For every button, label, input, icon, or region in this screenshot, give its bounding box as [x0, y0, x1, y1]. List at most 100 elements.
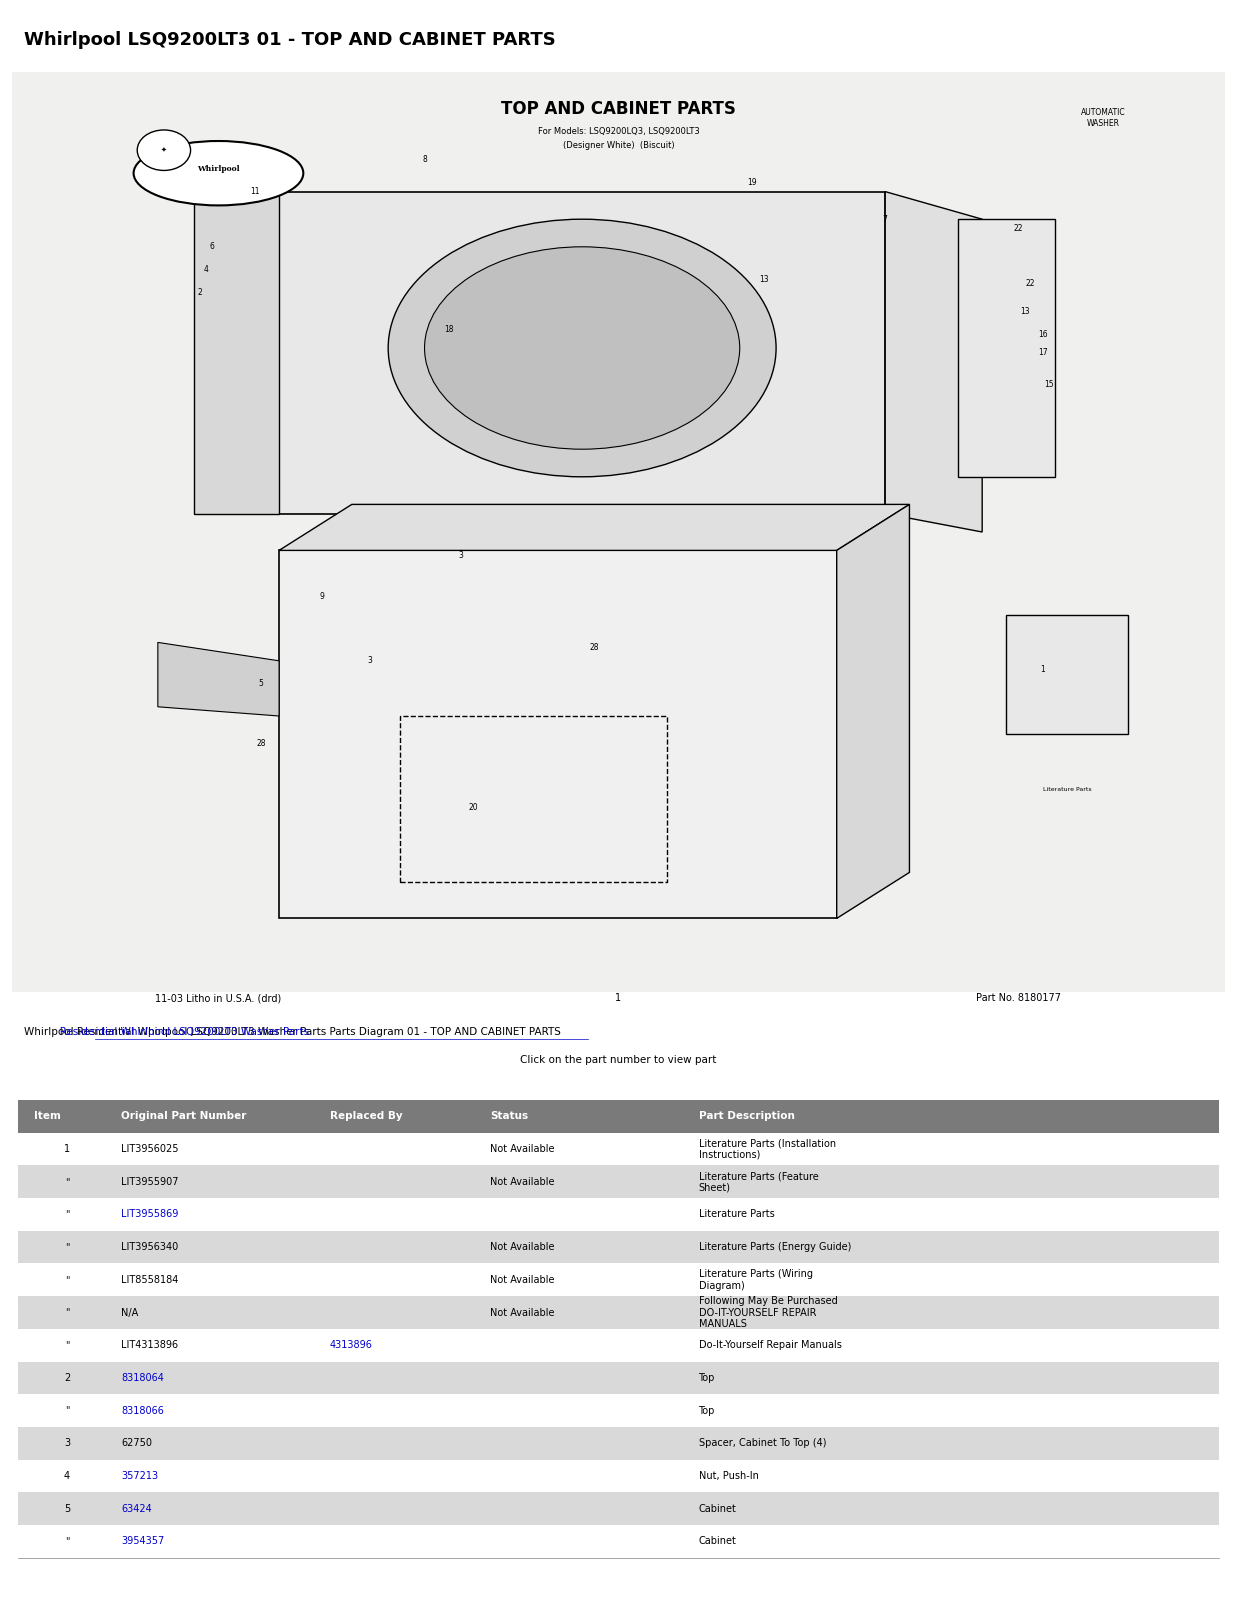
- Text: 2: 2: [64, 1373, 71, 1382]
- Text: Whirlpool Residential Whirlpool LSQ9200LT3 Washer Parts Parts Diagram 01 - TOP A: Whirlpool Residential Whirlpool LSQ9200L…: [25, 1027, 562, 1037]
- Text: Status: Status: [490, 1112, 528, 1122]
- Polygon shape: [158, 642, 280, 717]
- Text: Diagram): Diagram): [699, 1280, 745, 1291]
- Text: LIT4313896: LIT4313896: [121, 1341, 178, 1350]
- Text: Instructions): Instructions): [699, 1150, 760, 1160]
- Text: Cabinet: Cabinet: [699, 1504, 736, 1514]
- Text: AUTOMATIC
WASHER: AUTOMATIC WASHER: [1081, 107, 1126, 128]
- Polygon shape: [194, 182, 280, 514]
- Text: 7: 7: [883, 214, 888, 224]
- Text: Not Available: Not Available: [490, 1144, 554, 1154]
- Text: 5: 5: [259, 680, 263, 688]
- Text: 8318066: 8318066: [121, 1405, 165, 1416]
- Bar: [19, 1230, 1218, 1264]
- Text: 4: 4: [64, 1470, 71, 1482]
- Bar: [19, 1165, 1218, 1198]
- Text: Literature Parts (Feature: Literature Parts (Feature: [699, 1171, 818, 1181]
- Text: 18: 18: [444, 325, 454, 334]
- Text: 5: 5: [64, 1504, 71, 1514]
- Bar: [19, 1427, 1218, 1459]
- Text: MANUALS: MANUALS: [699, 1318, 746, 1330]
- Ellipse shape: [134, 141, 303, 205]
- Text: Do-It-Yourself Repair Manuals: Do-It-Yourself Repair Manuals: [699, 1341, 841, 1350]
- Polygon shape: [280, 192, 886, 514]
- Bar: [19, 1198, 1218, 1230]
- Text: Spacer, Cabinet To Top (4): Spacer, Cabinet To Top (4): [699, 1438, 826, 1448]
- Bar: [19, 1264, 1218, 1296]
- Text: 22: 22: [1014, 224, 1023, 234]
- Bar: [19, 1394, 1218, 1427]
- Text: Top: Top: [699, 1405, 715, 1416]
- Text: the laundry company: the laundry company: [468, 293, 696, 310]
- Text: ": ": [64, 1307, 69, 1317]
- Text: 13: 13: [760, 275, 768, 283]
- Ellipse shape: [424, 246, 740, 450]
- Text: Not Available: Not Available: [490, 1242, 554, 1253]
- Text: 11: 11: [250, 187, 260, 197]
- Text: 1: 1: [616, 994, 621, 1003]
- Text: Replaced By: Replaced By: [330, 1112, 402, 1122]
- Text: 1: 1: [1040, 666, 1045, 675]
- Bar: [19, 1459, 1218, 1493]
- Bar: [19, 1330, 1218, 1362]
- Text: 3: 3: [64, 1438, 71, 1448]
- Text: 11-03 Litho in U.S.A. (drd): 11-03 Litho in U.S.A. (drd): [156, 994, 282, 1003]
- Bar: [19, 1362, 1218, 1394]
- Text: 63424: 63424: [121, 1504, 152, 1514]
- Text: D: D: [283, 678, 348, 754]
- Polygon shape: [886, 192, 982, 531]
- Text: 22: 22: [1025, 278, 1035, 288]
- Text: ": ": [64, 1176, 69, 1187]
- Circle shape: [137, 130, 190, 171]
- Text: Literature Parts (Energy Guide): Literature Parts (Energy Guide): [699, 1242, 851, 1253]
- Bar: [19, 1493, 1218, 1525]
- Text: Not Available: Not Available: [490, 1275, 554, 1285]
- Polygon shape: [836, 504, 909, 918]
- Text: 3: 3: [367, 656, 372, 666]
- Text: ": ": [64, 1275, 69, 1285]
- Bar: [19, 1525, 1218, 1558]
- Text: LIT3956340: LIT3956340: [121, 1242, 178, 1253]
- Text: (Designer White)  (Biscuit): (Designer White) (Biscuit): [563, 141, 674, 150]
- Text: Literature Parts (Installation: Literature Parts (Installation: [699, 1138, 836, 1149]
- Text: 13: 13: [1019, 307, 1029, 315]
- Text: TOP AND CABINET PARTS: TOP AND CABINET PARTS: [501, 99, 736, 118]
- Text: 8318064: 8318064: [121, 1373, 165, 1382]
- Text: D: D: [768, 403, 833, 477]
- Text: D: D: [768, 678, 833, 754]
- Text: LIT3955907: LIT3955907: [121, 1176, 179, 1187]
- Text: 357213: 357213: [121, 1470, 158, 1482]
- Text: ": ": [64, 1536, 69, 1546]
- Text: Literature Parts: Literature Parts: [699, 1210, 774, 1219]
- Text: Item: Item: [35, 1112, 61, 1122]
- Polygon shape: [280, 550, 836, 918]
- Text: ✦: ✦: [161, 147, 167, 154]
- Bar: [1007, 614, 1128, 734]
- Bar: [19, 1133, 1218, 1165]
- Text: Top: Top: [699, 1373, 715, 1382]
- Text: Click on the part number to view part: Click on the part number to view part: [521, 1054, 716, 1066]
- Text: D: D: [283, 403, 348, 477]
- Text: 19: 19: [747, 178, 757, 187]
- Text: Not Available: Not Available: [490, 1307, 554, 1317]
- Text: ": ": [64, 1242, 69, 1253]
- Text: Following May Be Purchased: Following May Be Purchased: [699, 1296, 837, 1306]
- Text: Original Part Number: Original Part Number: [121, 1112, 247, 1122]
- Text: LIT3956025: LIT3956025: [121, 1144, 179, 1154]
- Text: Literature Parts: Literature Parts: [1043, 787, 1091, 792]
- Text: Part No. 8180177: Part No. 8180177: [976, 994, 1061, 1003]
- Text: 1: 1: [64, 1144, 71, 1154]
- Text: LIT3955869: LIT3955869: [121, 1210, 179, 1219]
- Text: 28: 28: [590, 643, 599, 651]
- Text: 3: 3: [459, 550, 464, 560]
- Text: Nut, Push-In: Nut, Push-In: [699, 1470, 758, 1482]
- Text: ": ": [64, 1210, 69, 1219]
- Text: 4: 4: [204, 266, 209, 274]
- Text: 6: 6: [210, 242, 215, 251]
- Text: For Models: LSQ9200LQ3, LSQ9200LT3: For Models: LSQ9200LQ3, LSQ9200LT3: [538, 128, 699, 136]
- Text: 3954357: 3954357: [121, 1536, 165, 1546]
- Text: 2: 2: [198, 288, 203, 298]
- Text: N/A: N/A: [121, 1307, 139, 1317]
- Bar: [19, 1101, 1218, 1133]
- Bar: [957, 219, 1055, 477]
